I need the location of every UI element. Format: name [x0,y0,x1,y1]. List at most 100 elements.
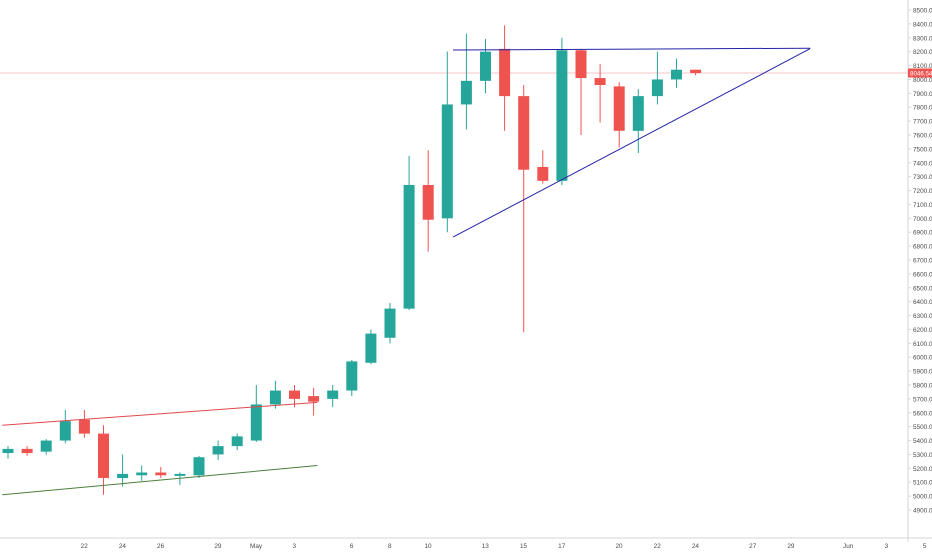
trendline [453,47,811,51]
price-tick-label: 6300.00 [913,313,932,320]
price-tick-label: 8300.00 [913,35,932,42]
candle-body-up [441,104,453,219]
price-tick-label: 7500.00 [913,146,932,153]
time-tick-label: May [250,543,263,550]
candle-body-up [212,446,224,455]
price-tick-label: 7200.00 [913,188,932,195]
price-tick-label: 8000.00 [913,77,932,84]
candle-body-down [308,396,320,402]
time-tick-label: 3 [293,543,297,550]
candle-body-up [384,308,396,338]
last-price-badge [908,68,932,78]
price-tick-label: 6400.00 [913,299,932,306]
time-tick-label: 10 [424,543,432,550]
candle-body-down [690,69,702,73]
price-tick-label: 8500.00 [913,8,932,15]
time-tick-label: 6 [350,543,354,550]
candle-body-up [651,79,663,97]
price-tick-label: 7100.00 [913,202,932,209]
time-tick-label: 17 [558,543,566,550]
price-tick-label: 7400.00 [913,160,932,167]
price-tick-label: 6800.00 [913,244,932,251]
time-tick-label: 29 [787,543,795,550]
candle-body-up [480,51,491,81]
price-tick-label: 6700.00 [913,258,932,265]
candle-body-down [594,78,606,85]
time-tick-label: 3 [885,543,889,550]
price-tick-label: 5400.00 [913,438,932,445]
time-tick-label: 13 [482,543,490,550]
price-tick-label: 8400.00 [913,21,932,28]
candle-body-up [460,80,472,105]
candle-body-down [613,86,625,131]
candle-body-up [269,390,281,405]
price-tick-label: 7600.00 [913,133,932,140]
time-tick-label: 20 [615,543,623,550]
price-tick-label: 5200.00 [913,466,932,473]
time-tick-label: 27 [749,543,757,550]
candle-body-up [59,421,71,441]
time-tick-label: 24 [119,543,127,550]
price-tick-label: 5700.00 [913,396,932,403]
candle-body-up [327,390,339,399]
candle-body-up [136,472,148,476]
price-tick-label: 5900.00 [913,369,932,376]
price-tick-label: 6600.00 [913,271,932,278]
candle-body-down [537,166,549,181]
time-tick-label: 22 [81,543,89,550]
candle-body-up [193,457,205,476]
candle-body-up [346,361,358,391]
time-tick-label: Jun [843,543,854,550]
trendline [2,401,318,426]
candle-body-up [117,473,129,479]
price-tick-label: 7900.00 [913,91,932,98]
time-tick-label: 5 [923,543,927,550]
trendline [452,48,811,238]
price-tick-label: 6100.00 [913,341,932,348]
price-tick-label: 7800.00 [913,105,932,112]
time-tick-label: 22 [654,543,662,550]
candle-body-up [174,473,186,476]
candle-body-down [575,50,587,79]
price-tick-label: 7300.00 [913,174,932,181]
time-tick-label: 29 [214,543,222,550]
price-tick-label: 6000.00 [913,355,932,362]
price-tick-label: 6200.00 [913,327,932,334]
candle-body-up [671,69,682,80]
price-tick-label: 8100.00 [913,63,932,70]
time-tick-label: 8 [388,543,392,550]
candle-body-up [40,440,52,452]
price-tick-label: 7700.00 [913,119,932,126]
price-tick-label: 6900.00 [913,230,932,237]
price-tick-label: 5100.00 [913,480,932,487]
price-tick-label: 6500.00 [913,285,932,292]
candle-body-up [556,50,568,181]
candle-body-down [155,472,167,476]
candle-body-down [21,448,33,454]
price-tick-label: 8200.00 [913,49,932,56]
candle-body-up [231,436,243,447]
time-tick-label: 26 [157,543,165,550]
candle-body-down [289,390,300,399]
trendline [2,465,318,496]
candle-body-down [78,419,90,434]
time-tick-label: 24 [692,543,700,550]
candle-body-up [250,404,262,441]
candle-body-down [422,185,434,220]
price-tick-label: 5800.00 [913,383,932,390]
price-tick-label: 5300.00 [913,452,932,459]
price-tick-label: 5600.00 [913,410,932,417]
price-tick-label: 7000.00 [913,216,932,223]
price-tick-label: 4900.00 [913,508,932,515]
price-tick-label: 5000.00 [913,494,932,501]
candle-body-up [632,96,644,131]
candle-body-down [499,48,511,97]
time-tick-label: 15 [520,543,528,550]
candle-body-up [403,185,415,309]
candle-body-up [2,448,14,454]
last-price-label: 8046.54 [910,70,932,77]
candle-body-up [365,333,377,363]
price-tick-label: 5500.00 [913,424,932,431]
candle-body-down [518,96,530,170]
